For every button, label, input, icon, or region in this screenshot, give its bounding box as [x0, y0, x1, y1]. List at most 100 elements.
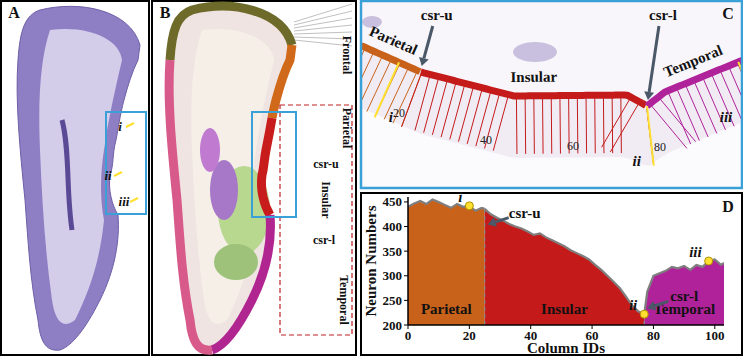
sulcus-arrow	[419, 26, 433, 66]
panel-a: Aiiiiii	[1, 1, 149, 355]
cortical-column	[594, 98, 596, 153]
area	[485, 209, 645, 325]
y-tick	[404, 275, 408, 276]
column-tick: 60	[567, 139, 579, 153]
cortical-column	[620, 98, 622, 153]
y-tick	[404, 201, 408, 202]
x-tick-label: 20	[463, 328, 476, 343]
y-tick-label: 450	[383, 194, 403, 209]
sulcus-label: csr-l	[313, 233, 336, 247]
point-label: iii	[720, 109, 733, 125]
cortical-column	[458, 88, 472, 141]
region-label: Temporal	[337, 275, 351, 325]
cortical-column	[432, 82, 446, 135]
cortical-column	[695, 83, 717, 134]
cortical-column	[612, 98, 614, 153]
panel-frame	[1, 1, 149, 355]
y-tick-label: 400	[383, 219, 403, 234]
marker-line	[130, 198, 138, 202]
arrow-label: csr-l	[670, 288, 698, 304]
y-axis	[407, 197, 409, 325]
y-axis-label: Neuron Numbers	[363, 205, 379, 316]
annotation-arrow	[647, 301, 668, 310]
marker-label: i	[118, 119, 122, 134]
panel-label: A	[8, 4, 20, 21]
cortex-band	[272, 45, 292, 118]
region-label: Temporal	[661, 42, 724, 80]
region-label: Insular	[510, 69, 557, 85]
annotation-point	[465, 202, 473, 210]
y-tick-label: 200	[383, 318, 403, 333]
inset-box	[106, 112, 146, 214]
atlas-guide	[294, 18, 352, 28]
cortical-column	[712, 76, 734, 127]
atlas-outline	[169, 6, 292, 350]
arrow-head	[419, 57, 429, 66]
white-matter	[39, 29, 122, 324]
cortical-column	[450, 86, 464, 139]
region-label: Insular	[319, 181, 333, 219]
x-axis-label: Column IDs	[527, 340, 605, 356]
y-tick-label: 300	[383, 268, 403, 283]
cortical-column	[424, 79, 438, 132]
cortex-band	[170, 6, 292, 60]
sulcus-arrow	[644, 26, 659, 100]
marker-line	[126, 123, 134, 127]
region-label: Parietal	[421, 301, 472, 317]
cortical-column	[551, 99, 553, 154]
annotation-label: ii	[629, 297, 638, 313]
cortical-column	[533, 99, 535, 154]
arrow-label: csr-u	[509, 205, 541, 221]
cortical-column	[559, 99, 561, 154]
column-tick: 40	[480, 133, 492, 147]
region-label: Parietal	[340, 108, 354, 149]
cortical-column	[415, 77, 429, 130]
figure: AiiiiiiBFrontalParietalInsularTemporalcs…	[0, 0, 743, 356]
panel-frame	[152, 1, 356, 355]
tissue-fragment	[513, 42, 557, 62]
region-label: Parietal	[367, 23, 420, 58]
cortical-column	[493, 97, 507, 150]
x-tick-label: 80	[647, 328, 660, 343]
atlas	[169, 4, 352, 350]
arrow-head	[644, 91, 654, 100]
point-label: ii	[633, 153, 642, 169]
arrow-shaft	[655, 301, 668, 305]
panel-c: 20406080iiiiiiParietalInsularTemporalcsr…	[300, 0, 743, 200]
region-label: Insular	[541, 301, 588, 317]
annotation-point	[705, 257, 713, 265]
atlas-guide	[294, 25, 352, 31]
point-line	[647, 106, 654, 166]
annotation-label: iii	[689, 244, 702, 260]
cortex-band	[212, 215, 270, 350]
ventricle	[62, 120, 72, 230]
panel-label: D	[722, 198, 734, 215]
histology	[362, 2, 742, 187]
y-tick-label: 350	[383, 244, 403, 259]
area	[644, 260, 724, 325]
cortical-column	[542, 99, 544, 154]
cortical-column	[367, 62, 390, 112]
cortical-column	[586, 98, 588, 153]
panel-b: BFrontalParietalInsularTemporalcsr-ucsr-…	[152, 1, 356, 355]
cortical-column	[677, 90, 699, 141]
x-axis	[408, 324, 724, 326]
cortical-column	[610, 104, 638, 152]
y-tick	[404, 300, 408, 301]
cortical-column	[602, 99, 630, 147]
atlas-guide	[294, 32, 352, 34]
annotation-label: i	[458, 189, 463, 205]
region-label: Frontal	[340, 36, 354, 75]
cortex-band	[261, 118, 272, 215]
sulcus-label: csr-l	[649, 7, 677, 23]
y-tick	[404, 226, 408, 227]
x-tick-label: 0	[405, 328, 412, 343]
region-boundary	[484, 209, 485, 325]
atlas-nucleus	[200, 128, 220, 172]
marker-label: iii	[119, 194, 130, 209]
panel-frame	[361, 193, 742, 355]
sulcus-label: csr-u	[313, 157, 339, 171]
y-tick	[404, 325, 408, 326]
marker-label: ii	[104, 168, 112, 183]
panel-d: 200250300350400450020406080100Neuron Num…	[361, 189, 742, 356]
